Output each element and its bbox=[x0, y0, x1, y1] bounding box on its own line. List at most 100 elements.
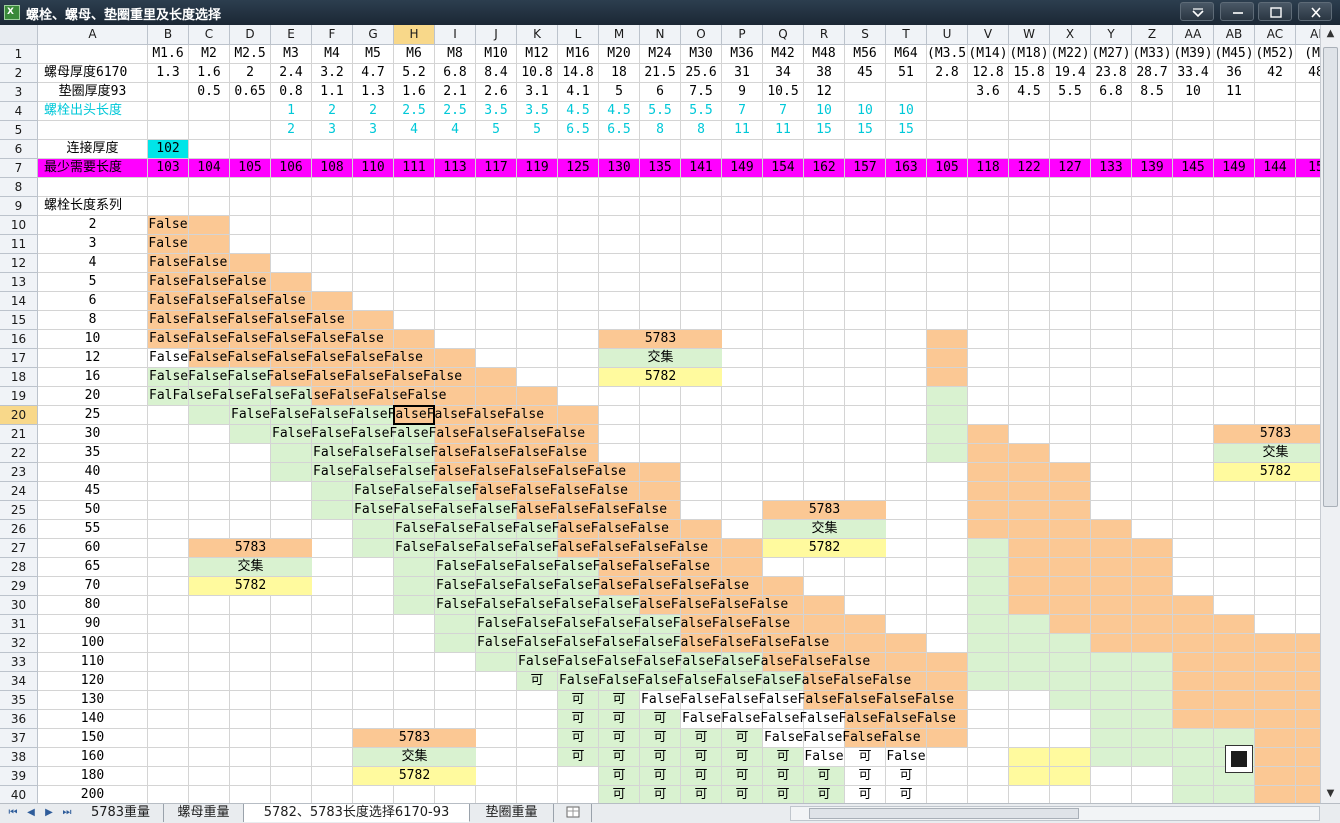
cell-m30[interactable] bbox=[599, 596, 640, 615]
row-header-26[interactable]: 26 bbox=[0, 520, 38, 539]
row-header-31[interactable]: 31 bbox=[0, 615, 38, 634]
cell-b22[interactable] bbox=[148, 444, 189, 463]
cell-z32[interactable] bbox=[1132, 634, 1173, 653]
cell-p29[interactable] bbox=[722, 577, 763, 596]
cell-n22[interactable] bbox=[640, 444, 681, 463]
cell-c1[interactable]: M2 bbox=[189, 45, 230, 64]
cell-q12[interactable] bbox=[763, 254, 804, 273]
cell-v39[interactable] bbox=[968, 767, 1009, 786]
cell-b32[interactable] bbox=[148, 634, 189, 653]
cell-w11[interactable] bbox=[1009, 235, 1050, 254]
cell-m1[interactable]: M20 bbox=[599, 45, 640, 64]
cell-ab35[interactable] bbox=[1214, 691, 1255, 710]
cell-ac13[interactable] bbox=[1255, 273, 1296, 292]
cell-u31[interactable] bbox=[927, 615, 968, 634]
cell-q35[interactable] bbox=[763, 691, 804, 710]
cell-r33[interactable] bbox=[804, 653, 845, 672]
cell-o9[interactable] bbox=[681, 197, 722, 216]
cell-t10[interactable] bbox=[886, 216, 927, 235]
cell-l8[interactable] bbox=[558, 178, 599, 197]
cell-z9[interactable] bbox=[1132, 197, 1173, 216]
cell-ac7[interactable]: 144 bbox=[1255, 159, 1296, 178]
cell-w18[interactable] bbox=[1009, 368, 1050, 387]
cell-d30[interactable] bbox=[230, 596, 271, 615]
cell-m35[interactable]: 可 bbox=[599, 691, 640, 710]
cell-ac24[interactable] bbox=[1255, 482, 1296, 501]
cell-u35[interactable] bbox=[927, 691, 968, 710]
cell-y4[interactable] bbox=[1091, 102, 1132, 121]
cell-ab12[interactable] bbox=[1214, 254, 1255, 273]
row-header-33[interactable]: 33 bbox=[0, 653, 38, 672]
cell-b21[interactable] bbox=[148, 425, 189, 444]
row-header-23[interactable]: 23 bbox=[0, 463, 38, 482]
cell-x32[interactable] bbox=[1050, 634, 1091, 653]
sheet-tab-active[interactable]: 5782、5783长度选择6170-93 bbox=[244, 804, 470, 822]
cell-w13[interactable] bbox=[1009, 273, 1050, 292]
cell-r18[interactable] bbox=[804, 368, 845, 387]
cell-u10[interactable] bbox=[927, 216, 968, 235]
cell-y5[interactable] bbox=[1091, 121, 1132, 140]
cell-c21[interactable] bbox=[189, 425, 230, 444]
cell-g16[interactable] bbox=[353, 330, 394, 349]
cell-a31[interactable]: 90 bbox=[38, 615, 148, 634]
cell-aa1[interactable]: (M39) bbox=[1173, 45, 1214, 64]
maximize-button[interactable] bbox=[1258, 2, 1292, 21]
cell-aa24[interactable] bbox=[1173, 482, 1214, 501]
cell-s8[interactable] bbox=[845, 178, 886, 197]
cell-i25[interactable] bbox=[435, 501, 476, 520]
cell-k7[interactable]: 119 bbox=[517, 159, 558, 178]
cell-w1[interactable]: (M18) bbox=[1009, 45, 1050, 64]
cell-e17[interactable] bbox=[271, 349, 312, 368]
cell-v35[interactable] bbox=[968, 691, 1009, 710]
cell-q24[interactable] bbox=[763, 482, 804, 501]
cell-x25[interactable] bbox=[1050, 501, 1091, 520]
row-header-1[interactable]: 1 bbox=[0, 45, 38, 64]
vertical-scroll-thumb[interactable] bbox=[1323, 47, 1338, 507]
cell-r11[interactable] bbox=[804, 235, 845, 254]
column-header-q[interactable]: Q bbox=[763, 25, 804, 45]
cell-w26[interactable] bbox=[1009, 520, 1050, 539]
cell-g31[interactable] bbox=[353, 615, 394, 634]
row-header-29[interactable]: 29 bbox=[0, 577, 38, 596]
cell-p13[interactable] bbox=[722, 273, 763, 292]
column-header-k[interactable]: K bbox=[517, 25, 558, 45]
row-header-27[interactable]: 27 bbox=[0, 539, 38, 558]
column-header-d[interactable]: D bbox=[230, 25, 271, 45]
cell-d9[interactable] bbox=[230, 197, 271, 216]
cell-r10[interactable] bbox=[804, 216, 845, 235]
cell-z11[interactable] bbox=[1132, 235, 1173, 254]
cell-b13[interactable]: FalseFalseFalse bbox=[148, 273, 266, 292]
cell-c14[interactable] bbox=[189, 292, 230, 311]
cell-b27[interactable] bbox=[148, 539, 189, 558]
cell-b39[interactable] bbox=[148, 767, 189, 786]
cell-c13[interactable] bbox=[189, 273, 230, 292]
cell-v26[interactable] bbox=[968, 520, 1009, 539]
cell-m23[interactable] bbox=[599, 463, 640, 482]
cell-k1[interactable]: M12 bbox=[517, 45, 558, 64]
cell-a10[interactable]: 2 bbox=[38, 216, 148, 235]
cell-y2[interactable]: 23.8 bbox=[1091, 64, 1132, 83]
cell-c18[interactable] bbox=[189, 368, 230, 387]
cell-g29[interactable] bbox=[353, 577, 394, 596]
cell-a34[interactable]: 120 bbox=[38, 672, 148, 691]
cell-g2[interactable]: 4.7 bbox=[353, 64, 394, 83]
cell-g24[interactable]: FalseFalseFalseFalseFalseFalseFalse bbox=[353, 482, 628, 501]
cell-ad8[interactable] bbox=[1296, 178, 1320, 197]
cell-ac29[interactable] bbox=[1255, 577, 1296, 596]
cell-ad32[interactable] bbox=[1296, 634, 1320, 653]
cell-w24[interactable] bbox=[1009, 482, 1050, 501]
cell-k11[interactable] bbox=[517, 235, 558, 254]
cell-o25[interactable] bbox=[681, 501, 722, 520]
cell-c31[interactable] bbox=[189, 615, 230, 634]
cell-o35[interactable] bbox=[681, 691, 722, 710]
cell-r35[interactable] bbox=[804, 691, 845, 710]
cell-ac30[interactable] bbox=[1255, 596, 1296, 615]
column-header-y[interactable]: Y bbox=[1091, 25, 1132, 45]
cell-t31[interactable] bbox=[886, 615, 927, 634]
cell-v2[interactable]: 12.8 bbox=[968, 64, 1009, 83]
cell-x14[interactable] bbox=[1050, 292, 1091, 311]
cell-e15[interactable] bbox=[271, 311, 312, 330]
cell-e24[interactable] bbox=[271, 482, 312, 501]
cell-l6[interactable] bbox=[558, 140, 599, 159]
cell-q21[interactable] bbox=[763, 425, 804, 444]
